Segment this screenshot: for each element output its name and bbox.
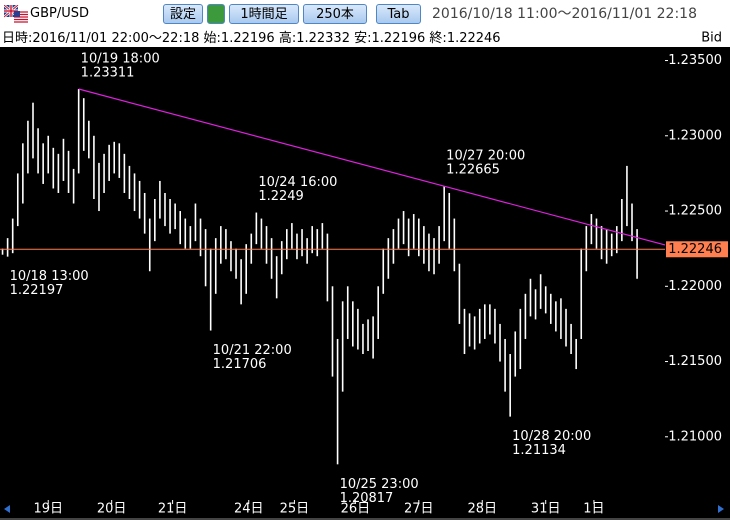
y-tick-label: 1.22000 xyxy=(668,279,722,294)
annotation-value: 1.22665 xyxy=(446,163,500,178)
y-tick-label: 1.23500 xyxy=(668,53,722,68)
currency-flag-icon xyxy=(4,5,28,23)
info-time: 2016/11/01 22:00～22:18 xyxy=(32,31,199,46)
bar-count-button[interactable]: 250本 xyxy=(303,4,367,24)
x-tick-label: 20日 xyxy=(97,502,127,517)
annotation-value: 1.21134 xyxy=(512,443,566,458)
x-tick-label: 28日 xyxy=(467,502,497,517)
tool-button[interactable] xyxy=(207,4,225,24)
info-label: 終: xyxy=(429,30,446,46)
timeframe-button[interactable]: 1時間足 xyxy=(229,4,299,24)
bar-info: 日時:2016/11/01 22:00～22:18 始:1.22196 高:1.… xyxy=(2,30,501,46)
date-range: 2016/10/18 11:00～2016/11/01 22:18 xyxy=(432,6,697,22)
annotation-time: 10/19 18:00 xyxy=(81,51,160,66)
info-close: 1.22246 xyxy=(447,31,501,46)
chart-background xyxy=(0,47,730,520)
tab-button[interactable]: Tab xyxy=(376,4,421,24)
info-high: 1.22332 xyxy=(296,31,350,46)
y-tick-label: 1.21500 xyxy=(668,354,722,369)
annotation-value: 1.2249 xyxy=(258,189,304,204)
info-bar xyxy=(0,28,730,47)
annotation-time: 10/24 16:00 xyxy=(258,175,337,190)
trend-line xyxy=(78,88,666,246)
last-price-label: 1.22246 xyxy=(668,242,722,257)
x-tick-label: 26日 xyxy=(341,502,371,517)
x-tick-label: 24日 xyxy=(234,502,264,517)
annotation-time: 10/27 20:00 xyxy=(446,149,525,164)
annotation-time: 10/18 13:00 xyxy=(10,269,89,284)
annotation-value: 1.20817 xyxy=(340,491,394,506)
annotation-value: 1.21706 xyxy=(213,357,267,372)
annotation-time: 10/25 23:00 xyxy=(340,477,419,492)
annotation-time: 10/21 22:00 xyxy=(213,343,292,358)
info-open: 1.22196 xyxy=(221,31,275,46)
info-label: 日時: xyxy=(2,31,32,46)
symbol-label: GBP/USD xyxy=(30,6,89,21)
chart: 日時:2016/11/01 22:00～22:18 始:1.22196 高:1.… xyxy=(0,28,730,520)
y-tick-label: 1.23000 xyxy=(668,128,722,143)
x-tick-label: 21日 xyxy=(158,502,188,517)
y-tick-label: 1.22500 xyxy=(668,204,722,219)
info-label: 高: xyxy=(279,30,296,46)
x-tick-label: 31日 xyxy=(531,502,561,517)
scroll-left-button[interactable] xyxy=(4,505,10,513)
annotation-value: 1.22197 xyxy=(10,283,64,298)
info-label: 始: xyxy=(204,31,221,46)
price-type: Bid xyxy=(701,31,722,46)
y-tick-label: 1.21000 xyxy=(668,429,722,444)
info-low: 1.22196 xyxy=(372,31,426,46)
settings-button[interactable]: 設定 xyxy=(163,4,203,24)
x-tick-label: 27日 xyxy=(404,502,434,517)
info-label: 安: xyxy=(354,31,371,46)
annotation-value: 1.23311 xyxy=(81,65,135,80)
toolbar: GBP/USD 設定 1時間足 250本 Tab 2016/10/18 11:0… xyxy=(0,0,730,28)
x-tick-label: 19日 xyxy=(33,502,63,517)
x-tick-label: 1日 xyxy=(583,502,604,517)
x-tick-label: 25日 xyxy=(280,502,310,517)
scroll-right-button[interactable] xyxy=(718,505,724,513)
last-price-box xyxy=(666,241,728,258)
annotation-time: 10/28 20:00 xyxy=(512,429,591,444)
